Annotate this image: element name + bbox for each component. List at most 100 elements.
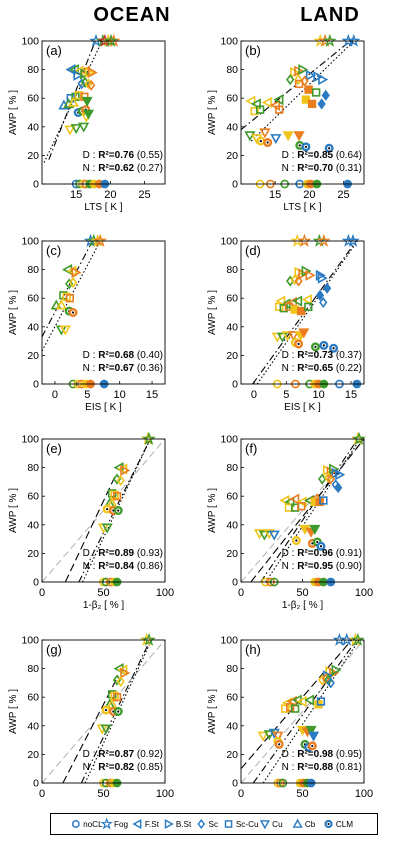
data-point xyxy=(87,79,96,91)
data-point xyxy=(270,134,282,145)
x-tick-label: 0 xyxy=(52,389,58,401)
axes-box xyxy=(41,639,166,784)
data-point xyxy=(294,79,304,89)
data-point xyxy=(294,275,303,287)
data-point xyxy=(318,674,327,686)
data-point xyxy=(317,98,326,110)
fit-line-dashed xyxy=(250,438,364,583)
triangle-up-open-icon xyxy=(292,818,303,828)
data-point xyxy=(308,731,320,742)
stat-r2: R²=0.89 xyxy=(98,548,134,559)
data-point xyxy=(101,705,111,715)
data-point xyxy=(245,95,256,107)
fit-lines xyxy=(241,40,355,142)
y-tick-label: 20 xyxy=(27,150,39,162)
r2-stat: N : R²=0.84 (0.86) xyxy=(83,561,163,572)
stat-paren: (0.85) xyxy=(134,762,163,773)
stat-prefix: D : xyxy=(83,548,99,559)
data-point xyxy=(339,632,354,646)
data-point xyxy=(101,523,113,534)
stat-prefix: N : xyxy=(83,762,99,773)
legend-item-nocl: noCL xyxy=(71,820,103,829)
x-tick-label: 50 xyxy=(97,788,109,800)
stat-r2: R²=0.65 xyxy=(297,363,333,374)
stat-paren: (0.37) xyxy=(333,350,362,361)
legend-item-clm: CLM xyxy=(324,819,353,829)
stat-prefix: D : xyxy=(282,150,298,161)
y-tick-label: 60 xyxy=(226,293,238,305)
fit-line-dashdot xyxy=(42,240,93,338)
clm-dot xyxy=(104,708,108,712)
x-tick-label: 100 xyxy=(355,788,373,800)
x-tick-label: 15 xyxy=(345,389,357,401)
r2-stat: D : R²=0.68 (0.40) xyxy=(83,350,163,361)
data-point xyxy=(67,96,79,107)
data-point xyxy=(297,233,312,247)
data-points xyxy=(271,233,362,389)
clm-dot xyxy=(278,743,281,746)
data-point xyxy=(322,33,337,47)
y-tick-label: 40 xyxy=(27,321,39,333)
data-point xyxy=(287,331,299,342)
data-point xyxy=(290,704,300,713)
stat-prefix: D : xyxy=(83,350,99,361)
data-point xyxy=(65,278,74,290)
legend-item-cu: Cu xyxy=(259,820,283,830)
data-point xyxy=(112,492,122,501)
r2-stat: D : R²=0.85 (0.64) xyxy=(282,150,362,161)
data-point xyxy=(301,142,311,152)
x-tick-label: 0 xyxy=(238,587,244,599)
clm-dot xyxy=(328,147,331,150)
clm-dot xyxy=(316,540,319,544)
data-point xyxy=(258,530,270,541)
data-point xyxy=(326,466,337,478)
data-point xyxy=(275,302,284,311)
data-point xyxy=(263,730,275,741)
data-point xyxy=(318,74,329,86)
clm-dot xyxy=(314,345,317,348)
data-point xyxy=(305,269,316,281)
y-tick-label: 100 xyxy=(21,36,39,48)
stat-prefix: D : xyxy=(282,548,298,559)
y-tick-label: 60 xyxy=(226,692,238,704)
legend-item-bst: B.St xyxy=(164,818,192,829)
data-point xyxy=(263,138,273,148)
data-point xyxy=(315,289,325,301)
legend-label: Cu xyxy=(272,820,282,829)
y-tick-label: 60 xyxy=(27,491,39,503)
legend-label: Sc xyxy=(209,820,219,829)
clm-dot xyxy=(106,507,109,511)
data-point xyxy=(322,282,332,294)
panel-d: 0 20 40 60 80 100 0 5 10 15 EIS [ K ] AWP [ % ] (d) D… xyxy=(207,233,365,413)
clm-dot xyxy=(266,141,269,144)
clm-dot xyxy=(327,823,330,825)
data-point xyxy=(112,693,122,702)
data-point xyxy=(59,325,71,336)
data-point xyxy=(84,66,95,79)
data-point xyxy=(296,496,307,508)
y-tick-label: 0 xyxy=(232,179,238,191)
stat-prefix: N : xyxy=(282,561,298,572)
data-point xyxy=(73,69,84,81)
r2-stat: N : R²=0.95 (0.90) xyxy=(282,561,362,572)
data-point xyxy=(268,728,280,739)
panel-label: (c) xyxy=(46,243,61,258)
y-tick-label: 20 xyxy=(27,350,39,362)
stat-paren: (0.92) xyxy=(134,749,163,760)
y-tick-label: 100 xyxy=(220,236,238,248)
data-point xyxy=(313,71,324,83)
stat-r2: R²=0.96 xyxy=(297,548,333,559)
stat-prefix: N : xyxy=(282,163,298,174)
stat-paren: (0.55) xyxy=(134,150,163,161)
legend-label: Cb xyxy=(305,820,316,829)
y-tick-label: 60 xyxy=(226,93,238,105)
data-point xyxy=(68,276,78,289)
legend-item-sc: Sc xyxy=(197,818,219,829)
stat-prefix: N : xyxy=(282,363,298,374)
x-tick-label: 0 xyxy=(39,788,45,800)
legend-item-fog: Fog xyxy=(100,817,129,830)
data-point xyxy=(289,493,300,505)
data-point xyxy=(300,75,309,87)
data-point xyxy=(276,332,288,343)
clm-dot xyxy=(295,539,298,542)
